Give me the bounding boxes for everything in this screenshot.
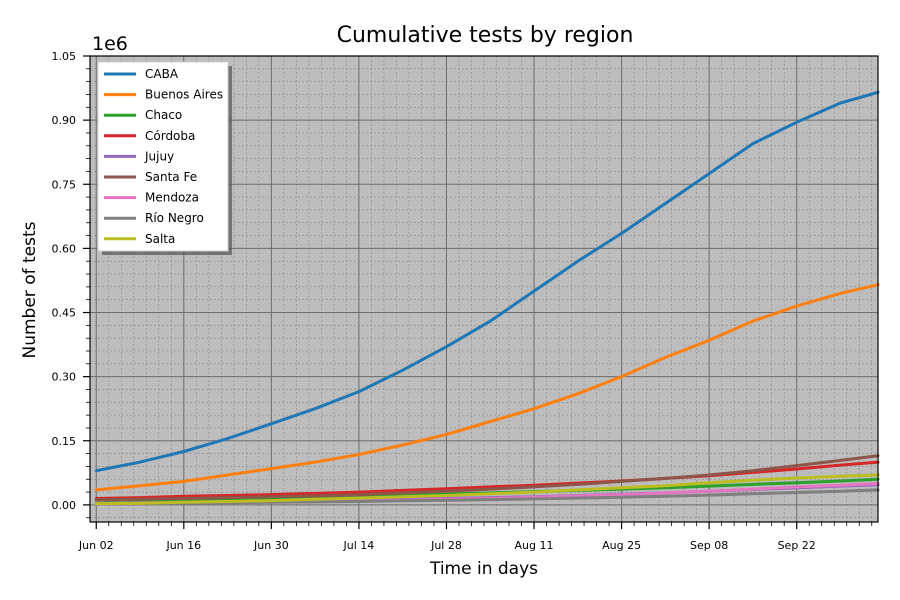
axes: Jun 02 Jun 16 Jun 30 Jul 14 Jul 28 Aug 11 Aug … xyxy=(52,50,873,552)
x-tick-label: Aug 11 xyxy=(515,539,554,552)
legend-label: Córdoba xyxy=(145,129,195,143)
y-offset-text: 1e6 xyxy=(92,33,128,55)
y-tick-label: 0.30 xyxy=(52,371,77,384)
chart-title: Cumulative tests by region xyxy=(337,23,634,48)
x-tick-label: Jul 14 xyxy=(343,539,375,552)
x-tick-label: Jul 28 xyxy=(430,539,462,552)
x-tick-label: Jun 30 xyxy=(253,539,289,552)
legend-label: Mendoza xyxy=(145,191,199,205)
series-lines xyxy=(94,90,880,506)
series-line-buenos-aires xyxy=(94,283,880,492)
y-axis-label: Number of tests xyxy=(20,221,40,358)
legend-label: Buenos Aires xyxy=(145,88,223,102)
x-tick-label: Aug 25 xyxy=(602,539,641,552)
legend-label: CABA xyxy=(145,67,179,81)
y-tick-label: 0.60 xyxy=(52,242,77,255)
series-line-c-rdoba xyxy=(94,460,880,500)
legend-label: Chaco xyxy=(145,108,182,122)
x-tick-label: Jun 16 xyxy=(165,539,201,552)
legend-label: Salta xyxy=(145,232,175,246)
legend-label: Río Negro xyxy=(145,211,204,225)
legend-label: Santa Fe xyxy=(145,170,197,184)
y-tick-label: 0.45 xyxy=(52,307,77,320)
x-tick-label: Jun 02 xyxy=(78,539,114,552)
y-tick-label: 1.05 xyxy=(52,50,77,63)
series-line-santa-fe xyxy=(94,454,880,502)
y-tick-label: 0.75 xyxy=(52,178,77,191)
x-tick-label: Sep 08 xyxy=(690,539,728,552)
x-axis-label: Time in days xyxy=(429,559,538,579)
x-tick-label: Sep 22 xyxy=(778,539,816,552)
y-tick-label: 0.15 xyxy=(52,435,77,448)
legend-label: Jujuy xyxy=(144,149,174,163)
y-tick-label: 0.00 xyxy=(52,499,77,512)
series-line-caba xyxy=(94,90,880,473)
legend: CABA Buenos Aires Chaco Córdoba Jujuy Santa F… xyxy=(97,61,232,255)
series-line-salta xyxy=(94,473,880,506)
y-tick-label: 0.90 xyxy=(52,114,77,127)
